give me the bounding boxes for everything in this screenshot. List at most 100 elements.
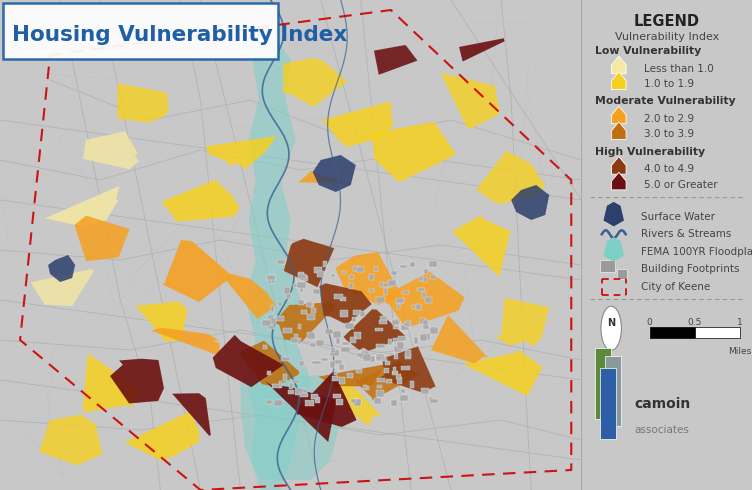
Polygon shape	[241, 375, 341, 480]
Polygon shape	[495, 298, 549, 346]
Polygon shape	[265, 381, 336, 442]
Text: Miles: Miles	[729, 347, 752, 356]
Polygon shape	[431, 315, 487, 364]
Text: 4.0 to 4.9: 4.0 to 4.9	[644, 164, 695, 174]
Polygon shape	[284, 239, 334, 287]
Bar	[410, 381, 414, 388]
Text: N: N	[607, 318, 615, 328]
Bar	[299, 361, 304, 367]
Polygon shape	[452, 215, 511, 277]
Bar	[365, 386, 369, 390]
Bar	[271, 305, 274, 312]
Bar	[266, 400, 271, 404]
Bar	[422, 293, 426, 298]
Bar	[368, 356, 374, 362]
Bar	[336, 338, 341, 344]
Bar	[306, 301, 311, 307]
Bar	[399, 299, 403, 304]
Bar	[299, 274, 305, 279]
Bar	[333, 331, 341, 338]
Polygon shape	[48, 255, 75, 282]
Bar	[268, 277, 271, 284]
Polygon shape	[381, 271, 465, 327]
Bar	[298, 324, 301, 329]
Bar	[307, 332, 315, 339]
Bar	[299, 300, 304, 305]
Polygon shape	[611, 157, 626, 174]
Bar	[423, 325, 429, 329]
Bar	[402, 389, 405, 393]
Bar	[299, 271, 305, 278]
Bar	[293, 380, 300, 383]
Bar	[317, 340, 324, 345]
Bar	[331, 273, 335, 277]
Bar	[353, 332, 361, 339]
Bar	[268, 325, 274, 328]
Bar	[410, 262, 414, 267]
Bar	[356, 267, 364, 272]
Bar	[270, 318, 276, 323]
Bar	[339, 377, 345, 384]
Bar	[274, 400, 283, 406]
Bar	[271, 277, 275, 283]
Text: 3.0 to 3.9: 3.0 to 3.9	[644, 129, 695, 139]
Bar	[393, 338, 400, 342]
Bar	[303, 389, 308, 393]
Bar	[311, 308, 317, 313]
Bar	[423, 277, 427, 282]
Bar	[353, 399, 361, 406]
Bar	[396, 298, 404, 303]
Bar	[423, 320, 429, 326]
Polygon shape	[273, 302, 335, 342]
Bar	[296, 338, 302, 344]
Polygon shape	[611, 172, 626, 190]
Bar	[365, 358, 368, 362]
Bar	[412, 305, 415, 309]
Bar	[402, 325, 408, 330]
Bar	[347, 324, 352, 329]
Bar	[334, 294, 343, 299]
Bar	[262, 319, 271, 326]
Bar	[317, 271, 324, 277]
Bar	[392, 319, 399, 325]
Bar	[268, 315, 274, 320]
Bar	[395, 346, 402, 352]
Bar	[375, 354, 384, 361]
Bar	[309, 300, 313, 307]
Bar	[388, 280, 396, 286]
Bar	[311, 395, 318, 399]
Bar	[311, 303, 314, 307]
Bar	[388, 339, 392, 345]
Bar	[375, 328, 383, 331]
Bar	[349, 274, 354, 279]
Bar	[400, 266, 407, 269]
Bar	[304, 275, 308, 281]
Bar	[277, 260, 285, 264]
Polygon shape	[604, 237, 624, 262]
Bar	[397, 343, 404, 349]
Polygon shape	[74, 216, 129, 261]
Bar	[416, 304, 421, 310]
Bar	[342, 271, 346, 274]
Polygon shape	[611, 106, 626, 123]
Polygon shape	[318, 374, 381, 425]
Bar	[381, 316, 387, 321]
Bar	[396, 374, 401, 378]
Text: Less than 1.0: Less than 1.0	[644, 64, 714, 74]
Bar	[335, 399, 343, 405]
Bar	[288, 391, 294, 393]
Polygon shape	[355, 361, 419, 401]
Bar	[394, 319, 401, 324]
Bar	[395, 354, 399, 359]
Polygon shape	[206, 136, 277, 169]
Bar	[311, 394, 318, 398]
Bar	[350, 338, 356, 343]
Bar	[353, 266, 359, 271]
Bar	[357, 353, 365, 357]
Polygon shape	[83, 131, 139, 169]
Text: 0.5: 0.5	[687, 318, 702, 327]
Bar	[325, 329, 333, 334]
Bar	[376, 343, 384, 347]
Text: City of Keene: City of Keene	[641, 282, 711, 292]
Polygon shape	[172, 393, 211, 436]
